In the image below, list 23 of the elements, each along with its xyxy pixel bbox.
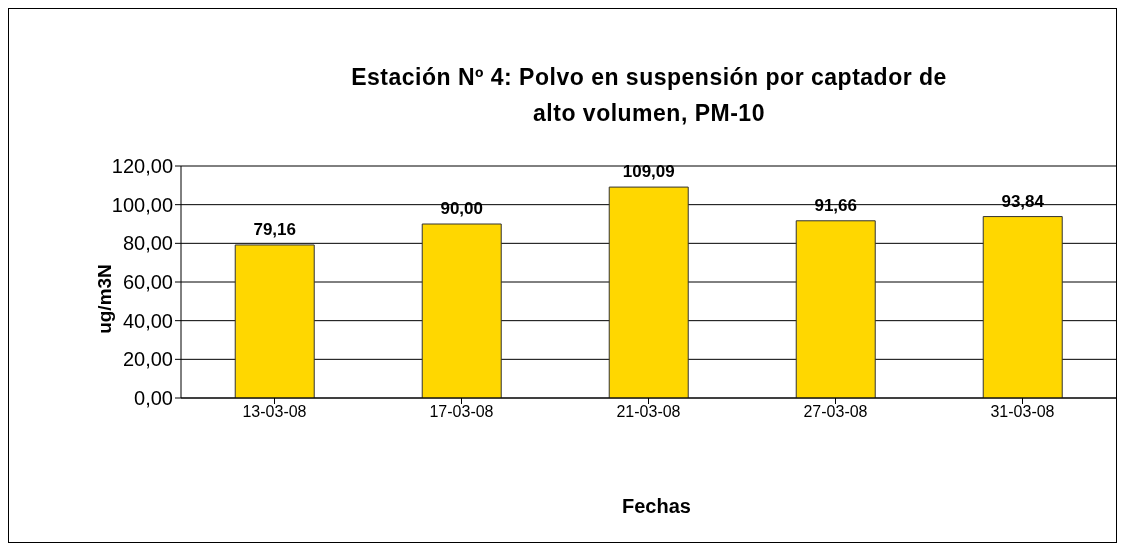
x-tick-label: 17-03-08	[429, 403, 494, 421]
bar	[982, 216, 1063, 398]
bar	[234, 244, 315, 398]
x-tick-label: 31-03-08	[990, 403, 1055, 421]
data-label: 109,09	[622, 162, 675, 182]
bar	[421, 223, 502, 398]
y-tick-label: 60,00	[122, 271, 173, 294]
y-tick-label: 100,00	[111, 193, 173, 216]
x-tick-label: 27-03-08	[803, 403, 868, 421]
x-tick-label: 21-03-08	[616, 403, 681, 421]
y-tick-label: 40,00	[122, 309, 173, 332]
chart-title: Estación Nº 4: Polvo en suspensión por captador de alto volumen, PM-10	[350, 63, 948, 128]
data-label: 79,16	[253, 219, 296, 239]
y-axis-title: ug/m3N	[94, 264, 116, 334]
data-label: 90,00	[440, 199, 483, 218]
bar	[795, 220, 876, 398]
x-axis-title: Fechas	[621, 495, 692, 518]
y-tick-label: 120,00	[111, 155, 173, 178]
bar	[608, 186, 689, 398]
x-tick-label: 13-03-08	[242, 403, 307, 421]
y-tick-label: 0,00	[134, 387, 173, 410]
y-tick-label: 20,00	[122, 348, 173, 371]
y-tick-label: 80,00	[122, 232, 173, 255]
